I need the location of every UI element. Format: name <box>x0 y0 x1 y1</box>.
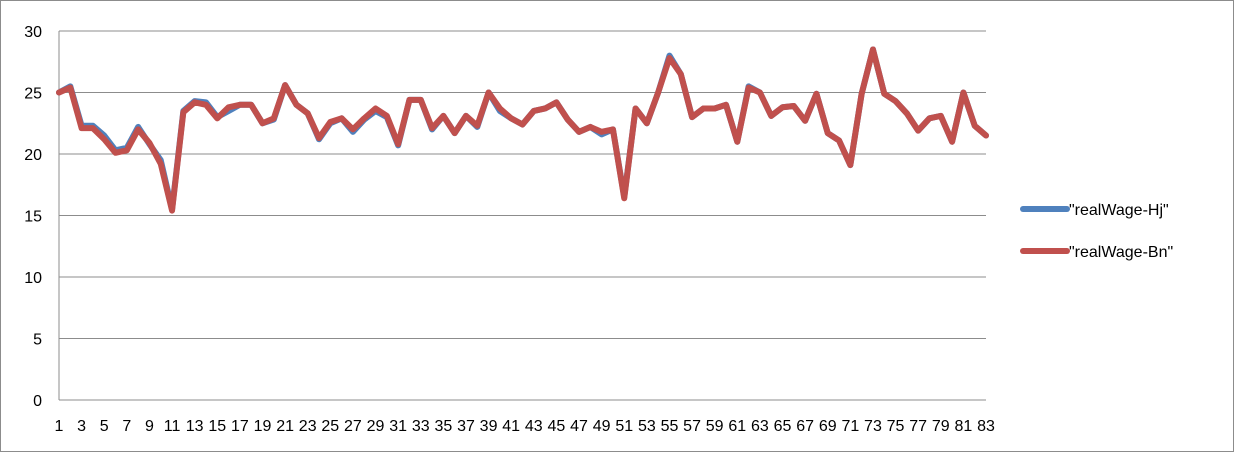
x-tick-label: 53 <box>638 418 656 435</box>
x-tick-label: 31 <box>389 418 407 435</box>
y-tick-label: 0 <box>33 393 42 410</box>
x-tick-label: 3 <box>77 418 86 435</box>
x-tick-label: 45 <box>548 418 566 435</box>
x-tick-label: 27 <box>344 418 362 435</box>
x-tick-label: 25 <box>321 418 339 435</box>
x-tick-label: 11 <box>164 418 181 435</box>
x-tick-label: 7 <box>122 418 131 435</box>
x-tick-label: 71 <box>841 418 859 435</box>
x-tick-label: 41 <box>502 418 520 435</box>
x-tick-label: 15 <box>208 418 226 435</box>
x-tick-label: 59 <box>706 418 724 435</box>
x-tick-label: 19 <box>254 418 272 435</box>
x-tick-label: 63 <box>751 418 769 435</box>
x-tick-label: 1 <box>55 418 64 435</box>
y-tick-label: 5 <box>33 332 42 349</box>
x-axis-tick-labels: 1 3 5 7 9 11 13 15 17 19 21 23 25 27 29 31 33 35 37 39 41 43 4… <box>55 418 995 435</box>
x-tick-label: 43 <box>525 418 543 435</box>
x-tick-label: 61 <box>728 418 746 435</box>
x-tick-label: 75 <box>887 418 905 435</box>
x-tick-label: 49 <box>593 418 611 435</box>
series-line-realwage-hj <box>56 46 989 213</box>
x-tick-label: 83 <box>977 418 995 435</box>
x-tick-label: 35 <box>434 418 452 435</box>
x-tick-label: 69 <box>819 418 837 435</box>
legend-label: "realWage-Hj" <box>1069 202 1169 219</box>
x-tick-label: 39 <box>480 418 498 435</box>
x-tick-label: 73 <box>864 418 882 435</box>
x-tick-label: 37 <box>457 418 475 435</box>
y-tick-label: 15 <box>24 209 42 226</box>
x-tick-label: 17 <box>231 418 249 435</box>
gridlines <box>59 30 986 339</box>
x-tick-label: 55 <box>661 418 679 435</box>
x-tick-label: 77 <box>909 418 927 435</box>
y-tick-label: 20 <box>24 147 42 164</box>
legend-label: "realWage-Bn" <box>1069 244 1173 261</box>
x-tick-label: 57 <box>683 418 701 435</box>
x-tick-label: 67 <box>796 418 814 435</box>
series-line-realwage-bn <box>56 46 989 214</box>
x-tick-label: 81 <box>954 418 972 435</box>
legend: "realWage-Hj" "realWage-Bn" <box>1020 202 1173 261</box>
y-tick-label: 25 <box>24 86 42 103</box>
x-tick-label: 33 <box>412 418 430 435</box>
x-tick-label: 65 <box>774 418 792 435</box>
x-tick-label: 79 <box>932 418 950 435</box>
y-axis-tick-labels: 0 5 10 15 20 25 30 <box>24 24 42 410</box>
x-tick-label: 21 <box>276 418 294 435</box>
y-tick-label: 30 <box>24 24 42 41</box>
x-tick-label: 29 <box>367 418 385 435</box>
x-tick-label: 13 <box>186 418 204 435</box>
x-tick-label: 9 <box>145 418 154 435</box>
x-tick-label: 51 <box>615 418 633 435</box>
series-lines <box>56 46 989 214</box>
x-tick-label: 47 <box>570 418 588 435</box>
x-tick-label: 23 <box>299 418 317 435</box>
y-tick-label: 10 <box>24 270 42 287</box>
x-tick-label: 5 <box>100 418 109 435</box>
